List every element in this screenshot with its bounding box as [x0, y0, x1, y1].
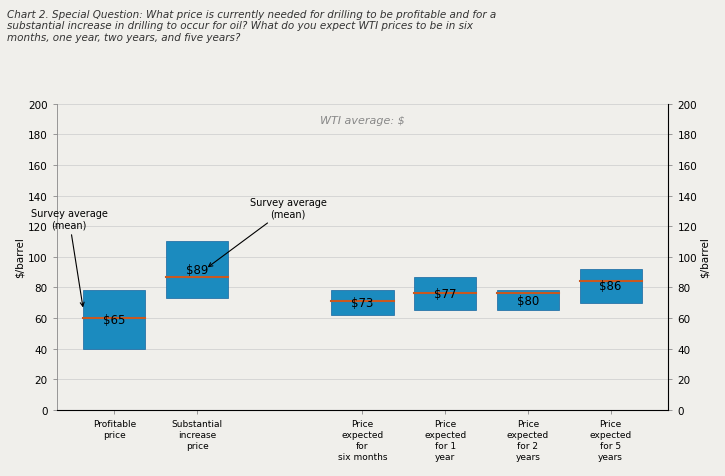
Text: $73: $73 — [352, 297, 373, 309]
Text: Survey average
(mean): Survey average (mean) — [30, 208, 107, 307]
Text: $77: $77 — [434, 288, 457, 300]
Text: $80: $80 — [517, 294, 539, 307]
Text: Survey average
(mean): Survey average (mean) — [209, 198, 326, 267]
Bar — [83, 291, 146, 349]
Text: $89: $89 — [186, 264, 208, 277]
Text: Chart 2. Special Question: What price is currently needed for drilling to be pro: Chart 2. Special Question: What price is… — [7, 10, 497, 43]
Text: $65: $65 — [103, 313, 125, 326]
Bar — [166, 242, 228, 298]
Text: WTI average: $: WTI average: $ — [320, 115, 405, 125]
Text: $86: $86 — [600, 280, 622, 293]
Y-axis label: $/barrel: $/barrel — [700, 237, 710, 278]
Bar — [497, 291, 559, 311]
Bar — [331, 291, 394, 315]
Bar — [414, 277, 476, 311]
Y-axis label: $/barrel: $/barrel — [15, 237, 25, 278]
Bar — [579, 269, 642, 303]
